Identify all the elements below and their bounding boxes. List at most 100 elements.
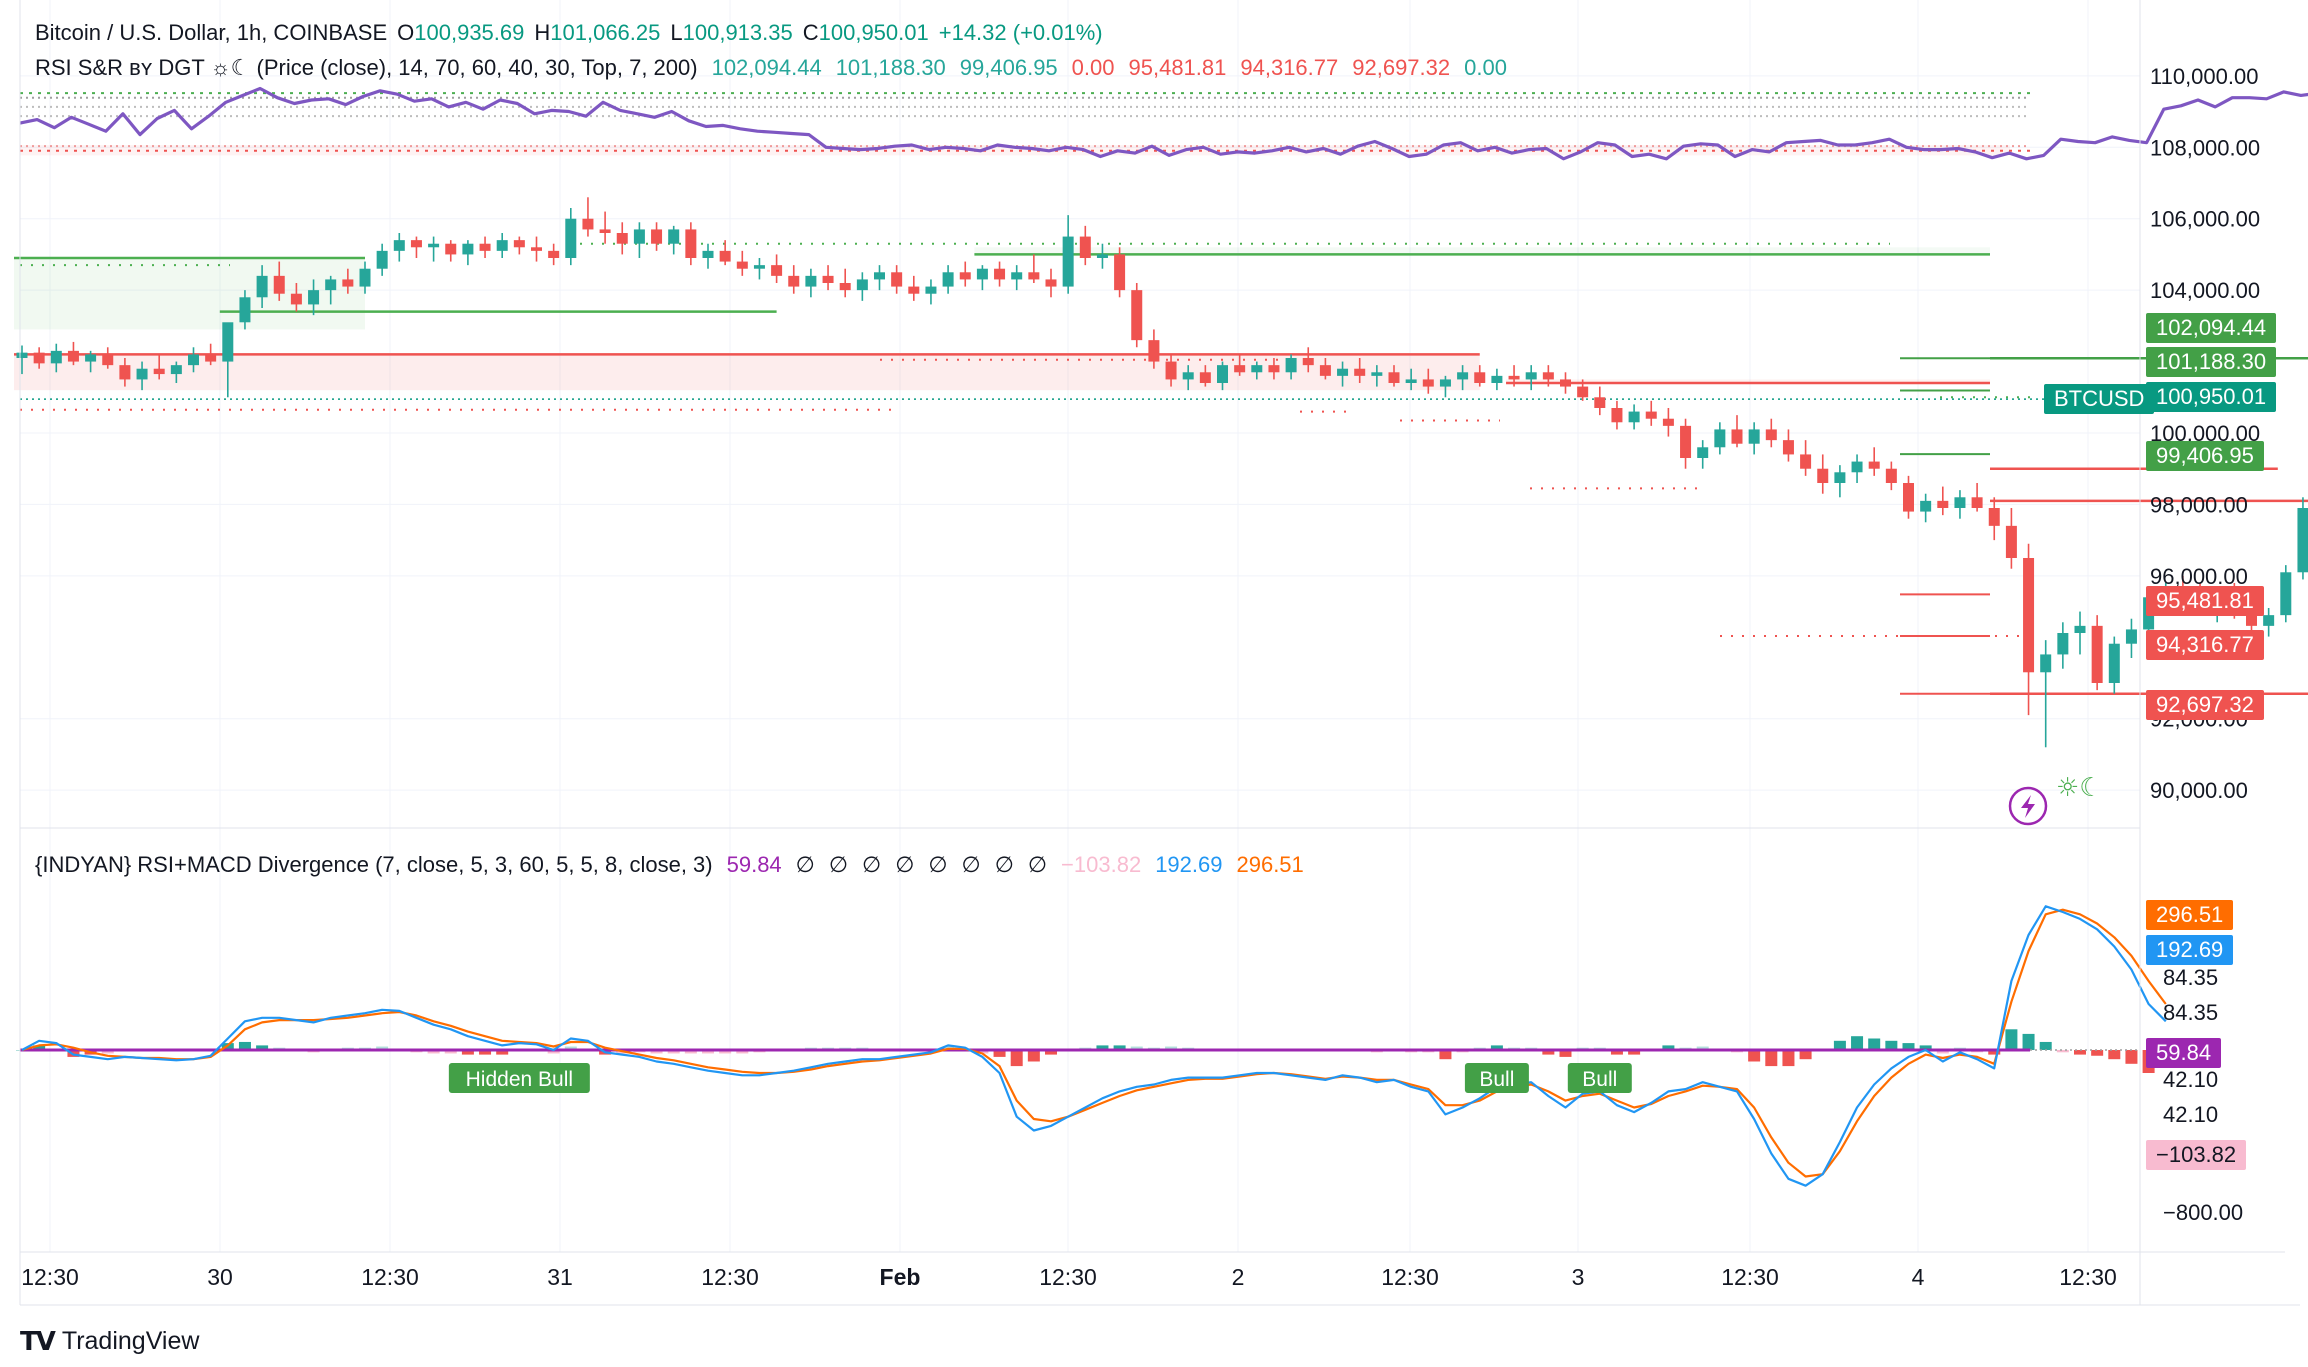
oscillator-badge: 296.51 [2146, 900, 2234, 930]
price-tick-label: 90,000.00 [2150, 778, 2248, 803]
histogram-bar [2125, 1050, 2138, 1064]
candle-down [719, 250, 731, 262]
indicator1-legend[interactable]: RSI S&R ʙʏ DGT ☼☾ (Price (close), 14, 70… [35, 55, 1507, 81]
candle-down [153, 368, 165, 375]
legend-value: ∅ [961, 852, 981, 877]
histogram-bar [1096, 1045, 1109, 1050]
candle-up [1251, 365, 1263, 373]
candle-up [1920, 500, 1932, 512]
candle-up [1697, 447, 1709, 458]
price-badge: 99,406.95 [2146, 441, 2264, 471]
candle-up [702, 250, 714, 258]
time-tick-label: 31 [547, 1264, 573, 1290]
candle-down [290, 293, 302, 305]
candle-down [548, 250, 560, 258]
candle-up [1217, 365, 1228, 383]
rsi-overlay-pane [19, 86, 2308, 161]
histogram-bar [33, 1045, 46, 1050]
candle-down [788, 275, 800, 287]
candle-down [1765, 429, 1777, 441]
candle-down [685, 229, 697, 258]
candle-up [188, 354, 199, 366]
candle-down [771, 265, 783, 276]
candle-down [1680, 425, 1692, 458]
histogram-bar [1902, 1043, 1915, 1050]
candle-down [651, 229, 663, 244]
candle-up [1096, 254, 1108, 258]
histogram-bar [1662, 1045, 1675, 1050]
candle-down [616, 233, 628, 244]
candle-down [205, 354, 217, 362]
candle-down [445, 243, 457, 255]
rsi-line [19, 86, 2308, 161]
price-tick-label: 110,000.00 [2150, 64, 2258, 89]
candle-up [1439, 379, 1451, 387]
candle-down [1045, 279, 1057, 287]
price-badge: 101,188.30 [2146, 347, 2277, 377]
candle-up [976, 268, 988, 280]
histogram-bar [719, 1050, 732, 1054]
candle-up [170, 365, 182, 375]
tradingview-logo[interactable]: 𝗧𝗩 TradingView [20, 1326, 199, 1357]
histogram-bar [736, 1050, 749, 1054]
candlestick-series[interactable] [16, 197, 2308, 748]
axes: 110,000.00 108,000.00 106,000.00 104,000.00… [19, 0, 2300, 1306]
histogram-bar [238, 1041, 251, 1050]
divergence-label: Hidden Bull [466, 1068, 573, 1091]
candle-down [1079, 236, 1091, 258]
legend-value: ∅ [895, 852, 915, 877]
indicator2-legend[interactable]: {INDYAN} RSI+MACD Divergence (7, close, … [35, 852, 1304, 878]
candle-up [1285, 358, 1297, 373]
indicator2-title[interactable]: {INDYAN} RSI+MACD Divergence (7, close, … [35, 852, 713, 877]
candle-down [1165, 361, 1177, 380]
price-badge: 100,950.01 [2146, 382, 2277, 412]
candle-up [462, 243, 474, 255]
sun-moon-icon: ☼☾ [2056, 773, 2103, 803]
macd-line [21, 905, 2167, 1187]
histogram-bar [1936, 1050, 1949, 1054]
candle-up [856, 279, 868, 291]
osc-tick-label: 84.35 [2163, 965, 2218, 990]
candle-down [1028, 272, 1040, 280]
histogram-bar [1988, 1050, 2001, 1055]
histogram-bar [684, 1050, 697, 1054]
histogram-bar [1799, 1050, 1812, 1060]
candle-down [119, 365, 131, 380]
histogram-bar [650, 1050, 663, 1054]
histogram-bar [1610, 1050, 1623, 1055]
symbol-legend[interactable]: Bitcoin / U.S. Dollar, 1h, COINBASE O100… [35, 20, 1103, 46]
histogram-bar [2074, 1050, 2086, 1055]
candle-up [1851, 461, 1863, 473]
histogram-bar [376, 1046, 389, 1050]
candle-up [359, 268, 371, 287]
histogram-bar [1113, 1045, 1126, 1050]
candle-up [1525, 372, 1537, 380]
candle-up [239, 297, 251, 323]
symbol-title[interactable]: Bitcoin / U.S. Dollar, 1h, COINBASE [35, 20, 388, 45]
candle-up [496, 240, 508, 251]
histogram-bar [2022, 1033, 2035, 1050]
time-tick-label: 3 [1572, 1264, 1585, 1290]
candle-up [85, 354, 97, 362]
candle-up [1491, 375, 1503, 383]
price-badge: 92,697.32 [2146, 690, 2264, 720]
candle-up [308, 290, 320, 305]
candle-up [16, 352, 28, 358]
histogram-bar [1027, 1050, 1040, 1062]
indicator1-title[interactable]: RSI S&R ʙʏ DGT ☼☾ (Price (close), 14, 70… [35, 55, 698, 80]
legend-value: 95,481.81 [1128, 55, 1227, 80]
candle-down [736, 261, 748, 269]
candle-up [136, 368, 148, 380]
sr-zone [974, 247, 1990, 255]
time-tick-label: Feb [880, 1264, 921, 1290]
divergence-label: Bull [1582, 1068, 1617, 1091]
legend-value: ∅ [928, 852, 948, 877]
histogram-bar [1696, 1046, 1709, 1050]
rsi-oversold-band [20, 145, 2010, 156]
histogram-bar [444, 1050, 457, 1054]
legend-value: ∅ [828, 852, 849, 877]
price-tick-label: 108,000.00 [2150, 135, 2260, 160]
tradingview-logo-text: TradingView [61, 1327, 200, 1355]
histogram-bar [101, 1050, 114, 1054]
